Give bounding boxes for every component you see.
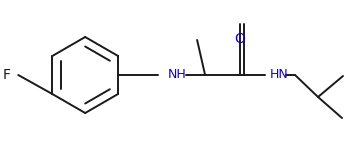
Text: HN: HN xyxy=(270,69,289,81)
Text: O: O xyxy=(234,32,245,46)
Text: F: F xyxy=(2,68,10,82)
Text: NH: NH xyxy=(168,69,187,81)
